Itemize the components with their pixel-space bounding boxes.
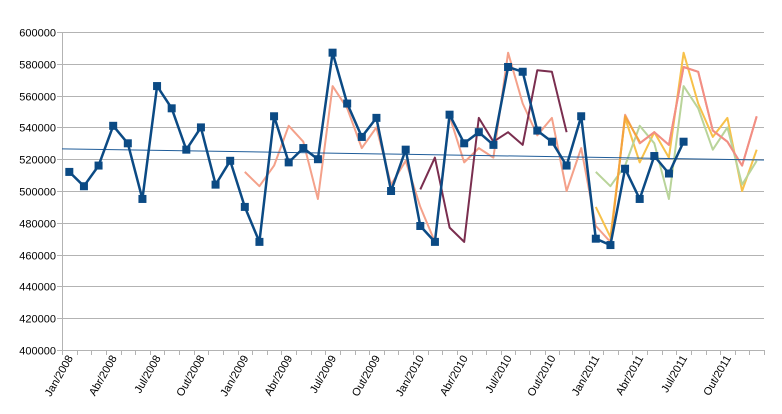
data-point-marker <box>123 139 132 148</box>
series-lines <box>61 51 765 247</box>
series-line-5 <box>609 115 641 243</box>
data-point-marker <box>518 67 527 76</box>
data-point-marker <box>401 145 410 154</box>
y-tick-label: 400000 <box>19 346 56 358</box>
x-axis: Jan/2008 Abr/2008 Jul/2008 Out/2008 Jan/2009… <box>43 350 765 399</box>
x-tick-label: Out/2009 <box>350 354 383 399</box>
x-tick-label: Jul/2008 <box>132 354 163 396</box>
data-point-marker <box>474 128 483 137</box>
data-point-marker <box>547 137 556 146</box>
series-line-0 <box>68 51 685 247</box>
data-point-marker <box>79 182 88 191</box>
y-tick-label: 540000 <box>19 123 56 135</box>
data-point-marker <box>196 123 205 132</box>
data-point-marker <box>255 237 264 246</box>
y-tick-label: 480000 <box>19 219 56 231</box>
series-line-6 <box>639 66 758 167</box>
x-tick-label: Abr/2009 <box>263 354 296 399</box>
y-tick-label: 440000 <box>19 282 56 294</box>
data-point-marker <box>270 112 279 121</box>
x-tick-label: Abr/2010 <box>438 354 471 399</box>
data-point-marker <box>430 237 439 246</box>
data-point-marker <box>679 137 688 146</box>
data-point-marker <box>153 82 162 91</box>
data-point-marker <box>460 139 469 148</box>
data-point-marker <box>533 126 542 135</box>
data-point-marker <box>562 161 571 170</box>
data-point-marker <box>284 158 293 167</box>
x-tick-label: Jan/2009 <box>218 354 251 399</box>
y-tick-label: 560000 <box>19 92 56 104</box>
data-point-marker <box>299 144 308 153</box>
data-point-marker <box>387 187 396 195</box>
data-point-marker <box>109 121 118 130</box>
data-point-marker <box>226 156 235 165</box>
data-point-marker <box>489 140 498 149</box>
x-tick-label: Abr/2008 <box>87 354 120 399</box>
x-tick-label: Jan/2011 <box>570 354 603 398</box>
data-point-marker <box>138 194 147 203</box>
x-tick-label: Out/2011 <box>701 354 734 398</box>
y-tick-label: 520000 <box>19 155 56 167</box>
data-point-marker <box>606 241 615 250</box>
data-point-marker <box>591 234 600 243</box>
data-point-marker <box>357 132 366 141</box>
y-tick-label: 420000 <box>19 314 56 326</box>
data-point-marker <box>313 155 322 164</box>
data-point-marker <box>167 104 176 113</box>
data-point-marker <box>343 99 352 108</box>
data-point-marker <box>328 48 337 57</box>
y-tick-label: 600000 <box>19 28 56 40</box>
data-point-marker <box>372 113 381 122</box>
data-point-marker <box>664 169 673 178</box>
data-point-marker <box>65 167 74 176</box>
data-point-marker <box>211 180 220 189</box>
x-tick-label: Jul/2009 <box>308 354 339 396</box>
series-markers <box>65 48 688 250</box>
y-tick-label: 580000 <box>19 60 56 72</box>
data-point-marker <box>182 145 191 154</box>
x-tick-label: Abr/2011 <box>614 354 646 398</box>
y-tick-label: 460000 <box>19 251 56 263</box>
y-axis: 400000 420000 440000 460000 480000 500000 5200… <box>19 28 63 358</box>
x-tick-label: Jul/2010 <box>483 354 514 396</box>
data-point-marker <box>650 152 659 161</box>
data-point-marker <box>577 112 586 121</box>
data-point-marker <box>621 164 630 173</box>
y-tick-label: 500000 <box>19 187 56 199</box>
data-point-marker <box>94 161 103 170</box>
data-point-marker <box>240 202 249 211</box>
data-point-marker <box>416 221 425 230</box>
x-tick-label: Jan/2008 <box>43 354 76 399</box>
x-tick-label: Out/2008 <box>175 354 208 399</box>
data-point-marker <box>635 194 644 203</box>
data-point-marker <box>504 62 513 71</box>
trendline <box>61 148 765 161</box>
data-point-marker <box>445 110 454 119</box>
x-tick-label: Jan/2010 <box>394 354 427 399</box>
x-tick-label: Jul/2011 <box>659 354 690 395</box>
x-tick-label: Out/2010 <box>526 354 559 399</box>
